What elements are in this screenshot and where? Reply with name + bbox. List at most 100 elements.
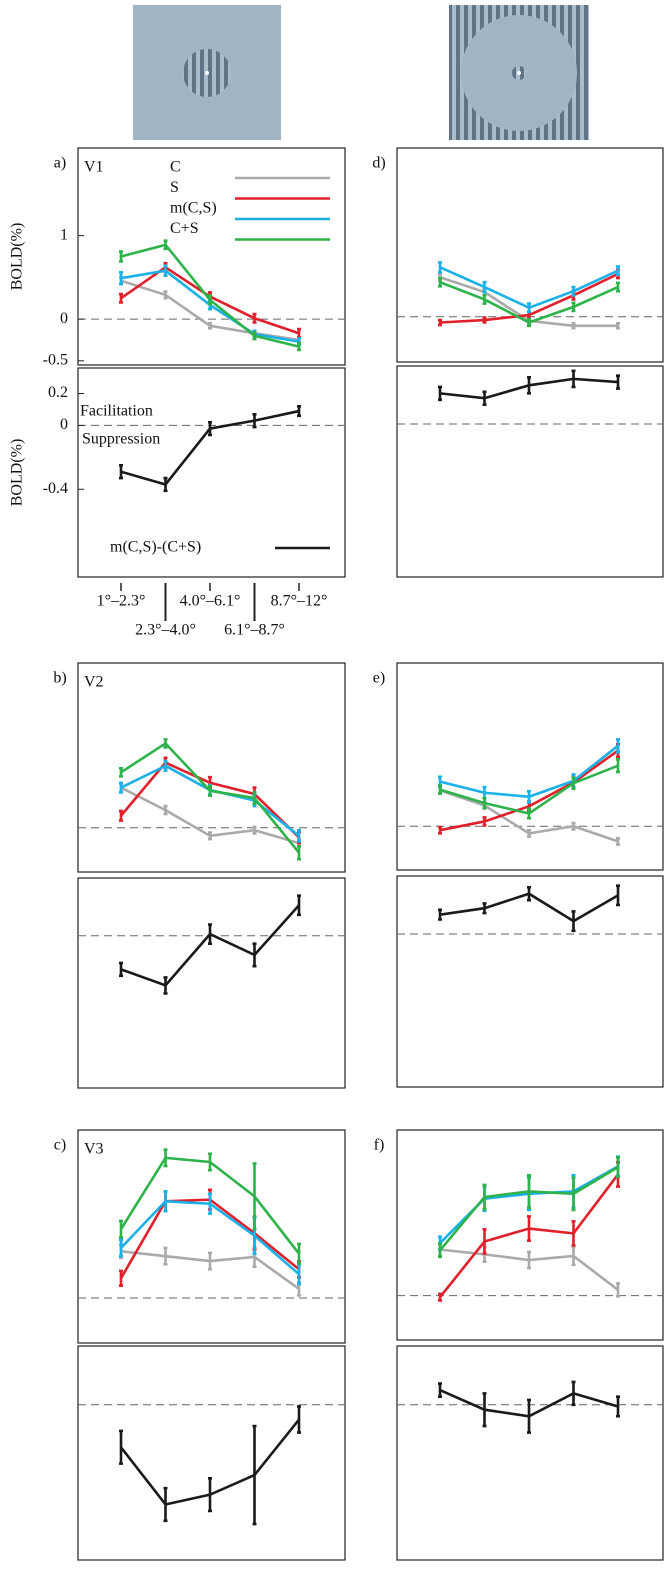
- error-bar: [208, 420, 212, 437]
- plot-frame: [396, 1345, 664, 1561]
- region-label: V3: [84, 1141, 104, 1158]
- error-bar: [297, 404, 301, 418]
- error-bar: [297, 342, 301, 352]
- legend-label: m(C,S): [170, 200, 217, 217]
- region-label: V1: [84, 159, 104, 176]
- error-bar: [208, 321, 212, 330]
- panel-label: d): [372, 155, 385, 172]
- error-bar: [163, 239, 168, 251]
- error-bar: [616, 265, 620, 277]
- error-bar: [208, 831, 212, 841]
- error-bar: [163, 290, 168, 300]
- x-tick-label: 8.7°–12°: [271, 593, 328, 610]
- plot-frame: [396, 875, 664, 1088]
- error-bar: [527, 789, 531, 804]
- error-bar: [616, 884, 620, 907]
- error-bar: [297, 844, 301, 861]
- error-bar: [571, 369, 576, 389]
- error-bar: [482, 1228, 487, 1255]
- error-bar: [163, 1190, 168, 1213]
- error-bar: [482, 1392, 487, 1428]
- x-tick-label: 2.3°–4.0°: [135, 622, 196, 639]
- error-bar: [252, 412, 257, 429]
- error-bar: [252, 312, 257, 324]
- error-bar: [163, 976, 168, 995]
- error-bar: [571, 1219, 576, 1247]
- error-bar: [527, 1215, 531, 1242]
- error-bar: [571, 910, 576, 933]
- error-bar: [571, 285, 576, 297]
- error-bar: [438, 908, 442, 921]
- error-bar: [527, 375, 531, 395]
- error-bar: [163, 804, 168, 816]
- error-bar: [571, 821, 576, 831]
- error-bar: [571, 301, 576, 313]
- error-bar: [527, 1173, 531, 1209]
- error-bar: [527, 317, 531, 328]
- error-bar: [482, 316, 487, 324]
- error-bar: [163, 1148, 168, 1168]
- x-tick-label: 6.1°–8.7°: [224, 622, 285, 639]
- y-tick-label: 0.2: [48, 384, 68, 401]
- error-bar: [527, 302, 531, 314]
- error-bar: [208, 1192, 212, 1215]
- error-bar: [163, 264, 168, 277]
- error-bar: [571, 1380, 576, 1407]
- error-bar: [482, 390, 487, 406]
- error-bar: [616, 322, 620, 330]
- x-tick-label: 1°–2.3°: [97, 593, 146, 610]
- annotation: Facilitation: [80, 403, 153, 420]
- plot-frame: [77, 147, 346, 366]
- error-bar: [208, 784, 212, 797]
- region-label: V2: [84, 674, 104, 691]
- error-bar: [119, 1269, 123, 1287]
- error-bar: [616, 281, 620, 293]
- error-bar: [527, 828, 531, 838]
- error-bar: [297, 1242, 301, 1265]
- y-tick-label: 0: [60, 310, 68, 327]
- error-bar: [571, 776, 576, 791]
- error-bar: [119, 781, 123, 794]
- error-bar: [163, 738, 168, 749]
- error-bar: [119, 961, 123, 978]
- panel-label: b): [53, 670, 66, 687]
- error-bar: [119, 250, 123, 263]
- stimulus-center: [133, 5, 281, 140]
- annotation: Suppression: [82, 431, 160, 448]
- legend-label: C+S: [170, 220, 199, 237]
- error-bar: [438, 276, 442, 288]
- error-bar: [252, 942, 257, 968]
- error-bar: [119, 1429, 123, 1465]
- error-bar: [482, 902, 487, 915]
- error-bar: [616, 738, 620, 754]
- error-bar: [482, 797, 487, 810]
- error-bar: [163, 1246, 168, 1266]
- plot-frame: [77, 367, 346, 578]
- error-bar: [616, 374, 620, 390]
- x-tick-label: 4.0°–6.1°: [180, 593, 241, 610]
- error-bar: [482, 280, 487, 294]
- plot-frame: [396, 365, 664, 578]
- error-bar: [297, 828, 301, 843]
- y-tick-label: -0.4: [43, 480, 68, 497]
- error-bar: [119, 271, 123, 286]
- error-bar: [252, 791, 257, 805]
- error-bar: [527, 1250, 531, 1270]
- error-bar: [482, 294, 487, 305]
- error-bar: [119, 767, 123, 778]
- error-bar: [616, 1282, 620, 1298]
- error-bar: [252, 1424, 257, 1526]
- error-bar: [208, 1477, 212, 1513]
- error-bar: [438, 1382, 442, 1398]
- error-bar: [438, 1242, 442, 1259]
- error-bar: [252, 825, 257, 835]
- panel-label: a): [54, 155, 66, 172]
- error-bar: [438, 385, 442, 402]
- error-bar: [163, 1486, 168, 1523]
- error-bar: [438, 318, 442, 327]
- error-bar: [438, 261, 442, 274]
- error-bar: [119, 1238, 123, 1258]
- legend-label: C: [170, 159, 181, 176]
- panel-label: c): [54, 1137, 66, 1154]
- y-axis-label: BOLD(%): [9, 439, 26, 507]
